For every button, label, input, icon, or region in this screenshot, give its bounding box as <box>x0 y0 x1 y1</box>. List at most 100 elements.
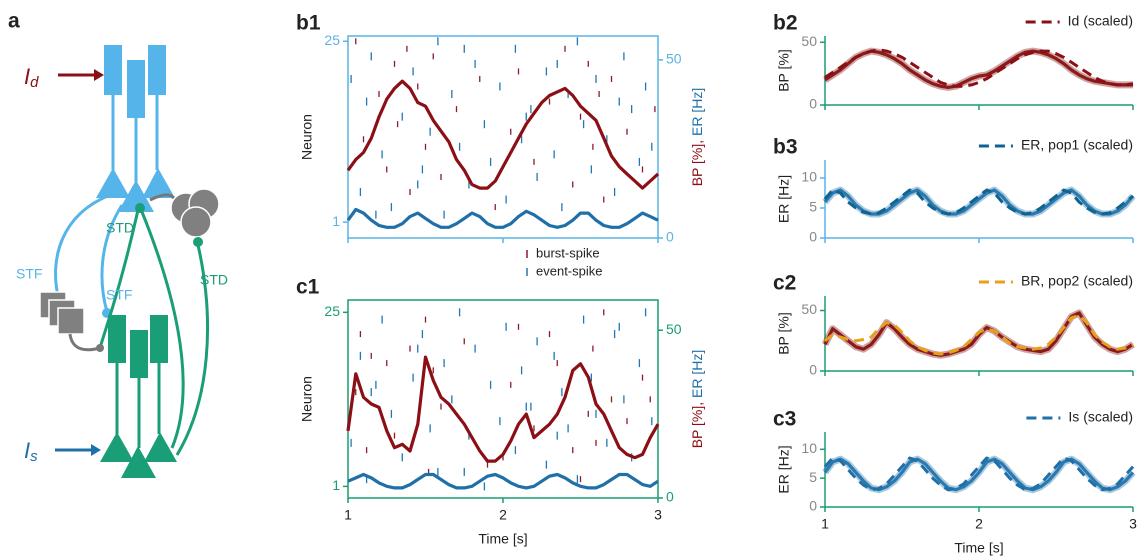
dendrite <box>148 45 166 95</box>
panel-label: b1 <box>296 12 321 35</box>
x-tick-label: 1 <box>344 507 352 523</box>
line <box>346 207 659 229</box>
y-axis-label: BP [%] <box>776 49 792 92</box>
x-axis-label: Time [s] <box>478 531 527 547</box>
panel-label: b3 <box>773 136 798 159</box>
y-tick-label: 10 <box>801 440 817 456</box>
axon <box>138 206 185 449</box>
y-axis-label: Neuron <box>299 376 315 422</box>
pop2-cells <box>100 315 177 478</box>
y-tick-label: 1 <box>332 213 340 229</box>
y-tick-label: 5 <box>809 199 817 215</box>
symbol: I <box>24 438 30 463</box>
line <box>346 355 660 463</box>
x-tick-label: 2 <box>975 516 983 532</box>
legend-label: ER, pop1 (scaled) <box>1021 137 1133 153</box>
arrowhead <box>94 69 104 81</box>
dendrite <box>130 330 148 378</box>
panel-label: c3 <box>773 408 796 431</box>
synapse <box>193 237 203 247</box>
dashed-line <box>823 456 1135 492</box>
pop1-stems <box>54 95 159 313</box>
y2-label-part: ER [Hz] <box>689 88 705 136</box>
subscript: s <box>30 448 38 465</box>
y-axis-label: ER [Hz] <box>776 175 792 223</box>
dashed-line <box>823 188 1134 216</box>
synapse-label: STD <box>200 272 228 288</box>
circuit-diagram: a <box>8 10 228 478</box>
legend-label: Id (scaled) <box>1068 13 1133 29</box>
interneurons-2 <box>39 291 85 335</box>
x-axis-label: Time [s] <box>954 540 1003 556</box>
y-tick-label: 0 <box>809 362 817 378</box>
legend-label: Is (scaled) <box>1068 409 1133 425</box>
y2-label-part: BP [%], <box>689 402 705 448</box>
y2-tick-label: 0 <box>666 229 674 245</box>
interneurons <box>170 188 220 238</box>
y2-tick-label: 50 <box>666 51 682 67</box>
axon <box>100 204 124 313</box>
y2-label-part: ER [Hz] <box>689 350 705 398</box>
x-tick-label: 3 <box>1129 516 1137 532</box>
synapse-label: STD <box>106 220 134 236</box>
line-band <box>823 47 1133 91</box>
line-band <box>822 186 1136 218</box>
y-tick-label: 50 <box>801 301 817 317</box>
legend-label: BR, pop2 (scaled) <box>1021 273 1133 289</box>
panel-label: c2 <box>773 272 796 295</box>
soma <box>96 168 130 198</box>
subscript: d <box>30 74 39 91</box>
y-tick-label: 10 <box>801 169 817 185</box>
pop1-cells <box>96 45 175 212</box>
input-label: Id <box>24 64 39 91</box>
x-tick-label: 1 <box>821 516 829 532</box>
y-tick-label: 0 <box>809 498 817 514</box>
dendrite <box>127 60 145 118</box>
y-tick-label: 25 <box>324 32 340 48</box>
line <box>347 472 659 490</box>
panel-label: b2 <box>773 12 798 35</box>
line <box>824 49 1133 89</box>
connection <box>68 333 101 352</box>
soma <box>121 446 156 478</box>
line <box>346 79 660 190</box>
y-axis-label: Neuron <box>299 114 315 160</box>
x-tick-label: 3 <box>654 507 662 523</box>
y2-label-part: BP [%], <box>689 140 705 186</box>
soma <box>118 180 154 212</box>
synapse <box>135 203 145 213</box>
x-tick-label: 2 <box>499 507 507 523</box>
line <box>823 311 1134 357</box>
y-tick-label: 25 <box>324 303 340 319</box>
synapse-label: STF <box>16 266 42 282</box>
y-axis-label: ER [Hz] <box>776 445 792 493</box>
axon <box>98 209 140 349</box>
soma <box>142 168 175 198</box>
axon <box>175 244 209 456</box>
legend-label: burst-spike <box>536 245 600 260</box>
soma <box>100 432 134 462</box>
panel-label: a <box>8 10 20 33</box>
arrowhead <box>91 444 101 456</box>
input-label: Is <box>24 438 38 465</box>
interneuron <box>180 206 212 238</box>
dendrite <box>104 45 122 95</box>
pop2-stems <box>98 206 209 456</box>
y2-tick-label: 50 <box>666 321 682 337</box>
synapse <box>96 344 104 352</box>
dashed-line <box>824 313 1134 356</box>
y-tick-label: 0 <box>809 96 817 112</box>
y2-tick-label: 0 <box>666 489 674 505</box>
symbol: I <box>24 64 30 89</box>
legend-label: event-spike <box>536 263 602 278</box>
synapse-label: STF <box>106 287 132 303</box>
y-tick-label: 0 <box>809 229 817 245</box>
y2-axis-label: BP [%], ER [Hz] <box>689 350 705 449</box>
panel-label: c1 <box>296 276 320 299</box>
dendrite <box>150 315 168 363</box>
dendrite <box>108 315 126 363</box>
y-tick-label: 1 <box>332 477 340 493</box>
interneuron <box>57 307 85 335</box>
line <box>823 188 1135 216</box>
